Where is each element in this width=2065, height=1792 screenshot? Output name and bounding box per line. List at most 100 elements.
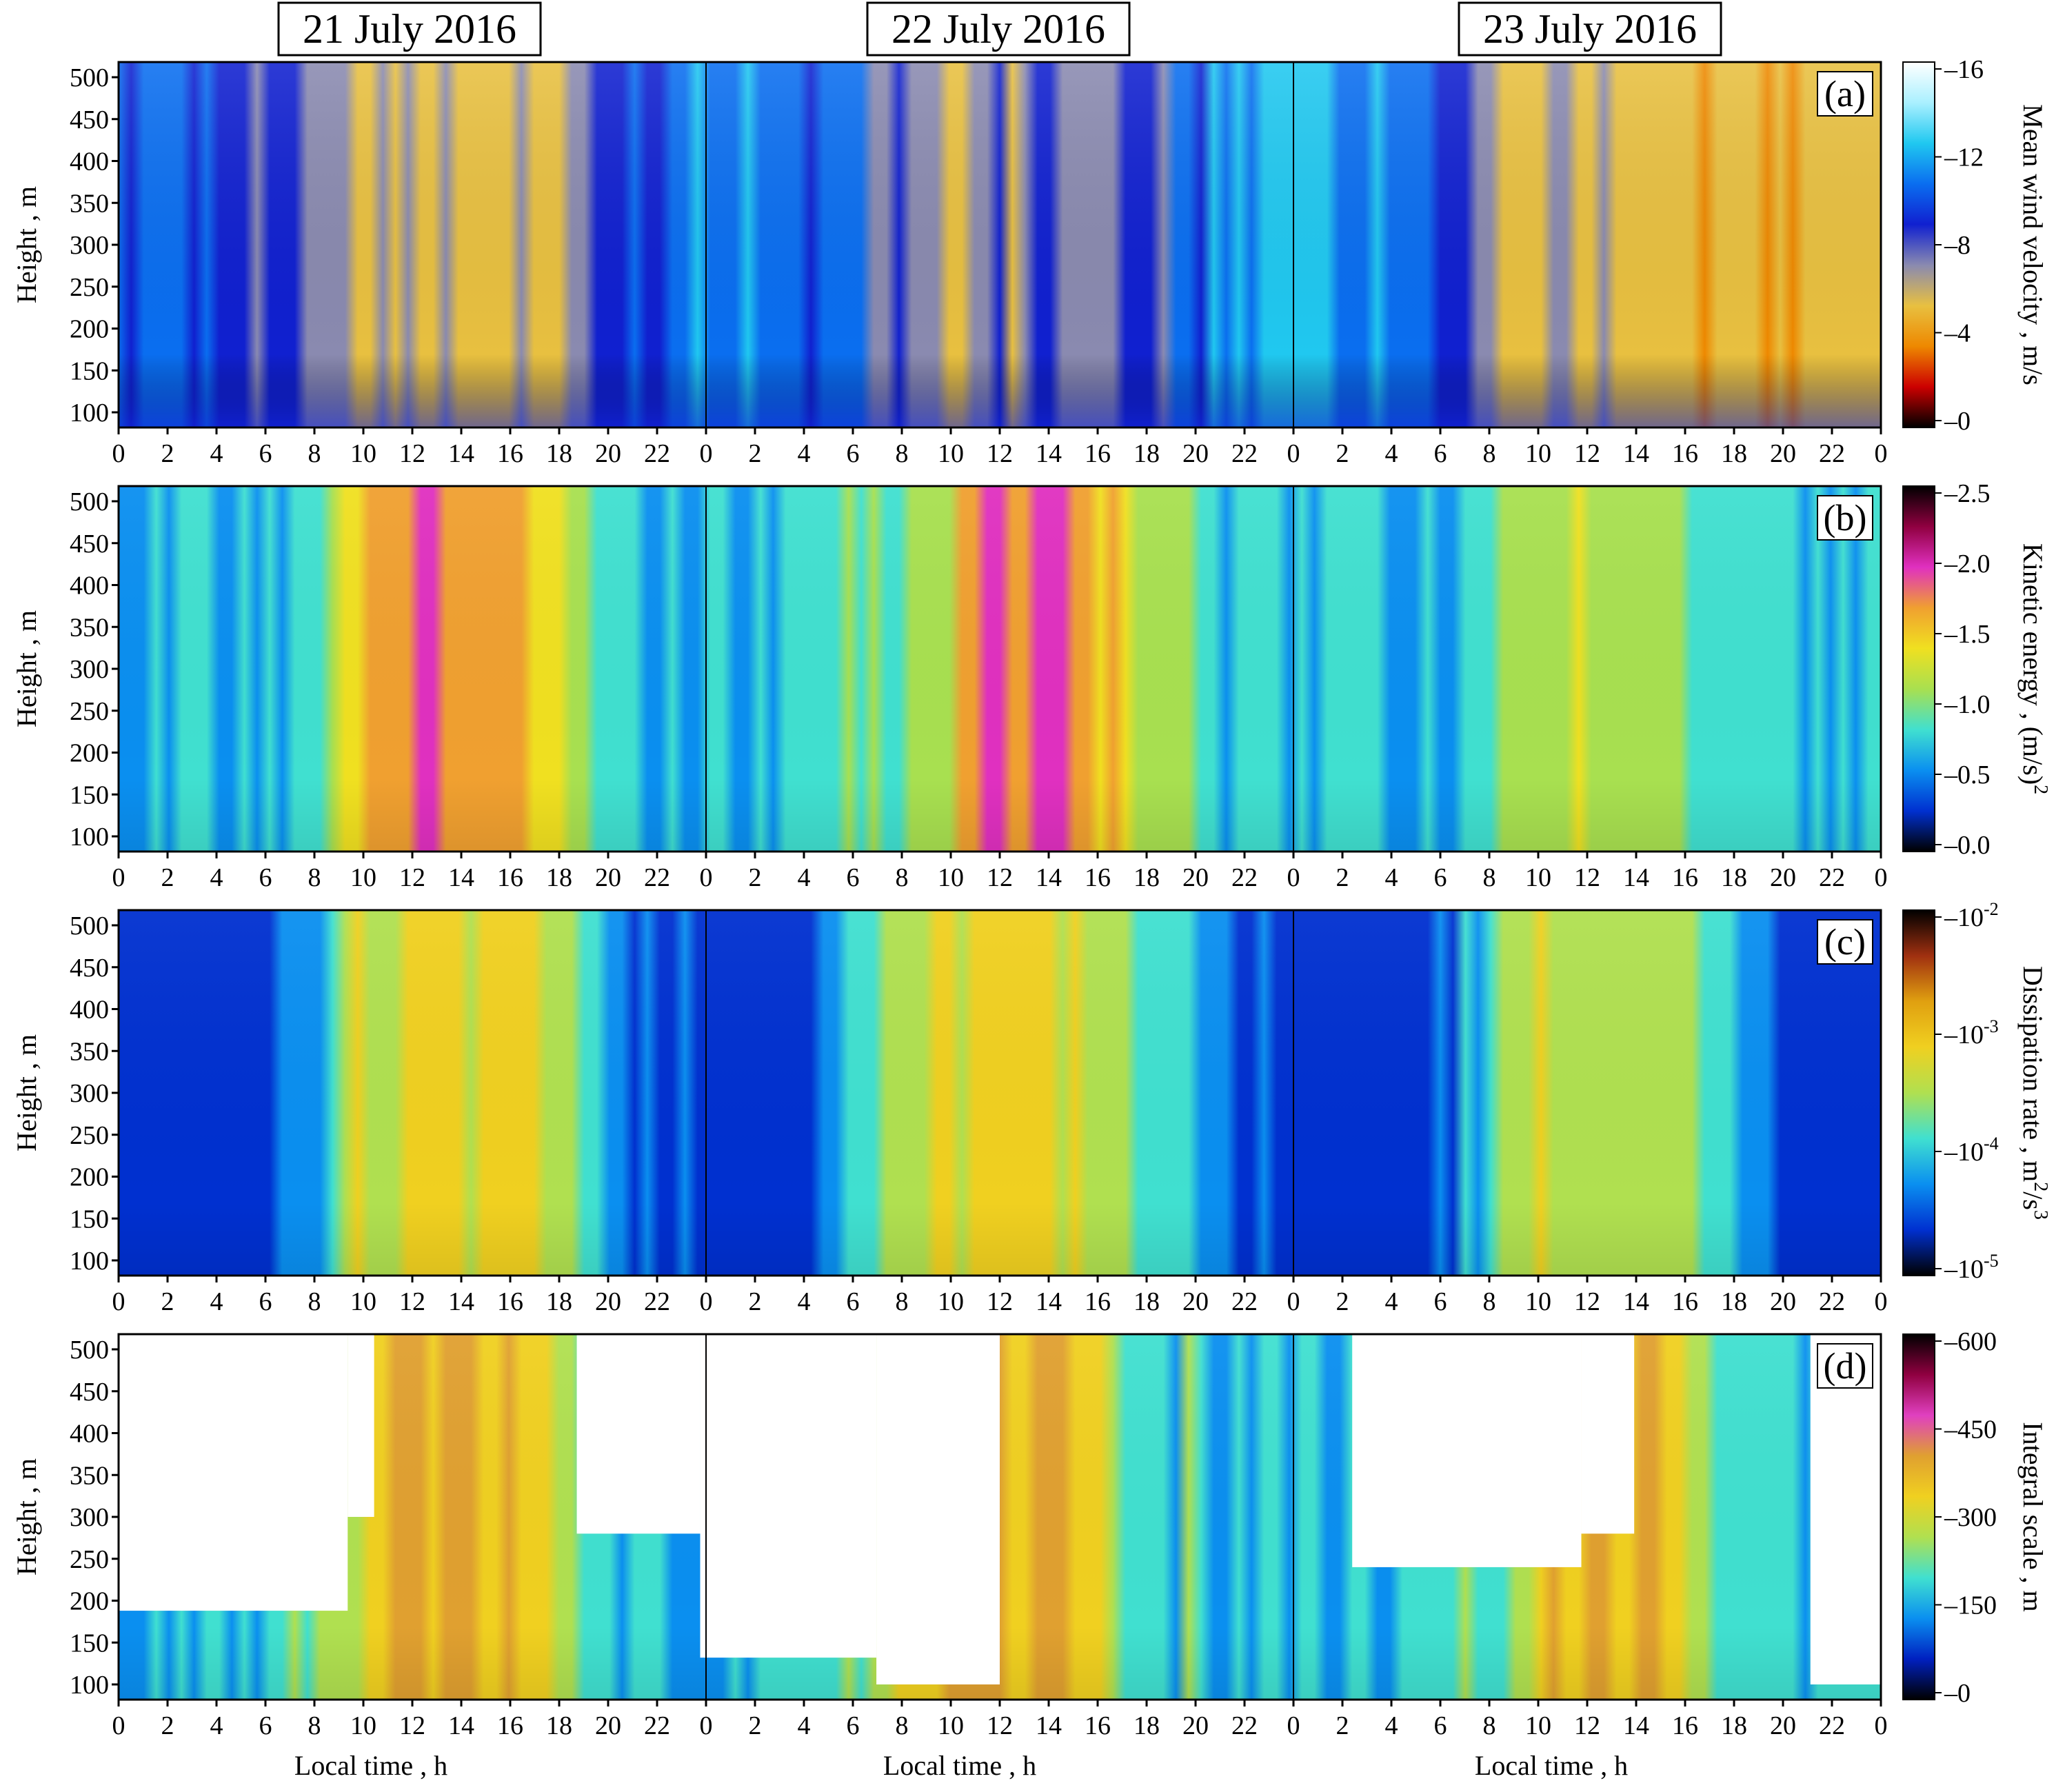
y-axis-title: Height , m	[11, 186, 42, 303]
x-tick-label: 12	[1574, 439, 1600, 468]
x-tick-label: 4	[798, 1711, 811, 1740]
y-tick-label: 400	[70, 148, 109, 177]
x-tick-label: 8	[1483, 863, 1496, 892]
x-tick-label: 16	[1672, 1711, 1698, 1740]
x-tick-label: 16	[1085, 439, 1111, 468]
x-tick-label: 0	[1287, 863, 1300, 892]
y-axis-title: Height , m	[11, 1034, 42, 1151]
x-tick-label: 16	[1085, 1287, 1111, 1316]
colorbar-label: Dissipation rate , m2/s3	[2017, 966, 2051, 1220]
x-tick-label: 10	[1525, 439, 1551, 468]
x-tick-label: 2	[161, 439, 174, 468]
no-data-region	[1581, 1334, 1635, 1534]
x-tick-label: 2	[749, 439, 762, 468]
x-tick-label: 2	[161, 863, 174, 892]
x-tick-label: 18	[546, 1711, 572, 1740]
x-tick-label: 0	[112, 1287, 125, 1316]
no-data-region	[347, 1334, 374, 1517]
panel-tag: (c)	[1824, 921, 1866, 963]
y-tick-label: 100	[70, 399, 109, 427]
x-tick-label: 12	[399, 1711, 425, 1740]
x-tick-label: 6	[847, 1711, 860, 1740]
x-tick-label: 16	[497, 1711, 523, 1740]
x-tick-label: 10	[938, 439, 964, 468]
x-tick-label: 14	[448, 863, 474, 892]
x-tick-label: 22	[1819, 1287, 1845, 1316]
x-tick-label: 14	[448, 439, 474, 468]
x-tick-label: 18	[1721, 1711, 1747, 1740]
x-tick-label: 16	[1085, 1711, 1111, 1740]
x-tick-label: 6	[259, 863, 272, 892]
x-tick-label: 6	[847, 863, 860, 892]
y-tick-label: 500	[70, 912, 109, 940]
x-tick-label: 20	[595, 863, 621, 892]
x-tick-label: 10	[1525, 1287, 1551, 1316]
x-tick-label: 16	[497, 863, 523, 892]
colorbar-tick-label: –12	[1944, 143, 1984, 172]
x-tick-label: 14	[1623, 863, 1649, 892]
x-tick-label: 6	[1434, 1287, 1447, 1316]
x-tick-label: 8	[1483, 1711, 1496, 1740]
y-tick-label: 150	[70, 781, 109, 809]
x-tick-label: 14	[1036, 1287, 1062, 1316]
x-tick-label: 6	[847, 439, 860, 468]
x-tick-label: 2	[749, 1711, 762, 1740]
y-tick-label: 100	[70, 1247, 109, 1276]
x-tick-label: 16	[497, 439, 523, 468]
date-label-1: 21 July 2016	[303, 6, 516, 52]
x-tick-label: 16	[1672, 439, 1698, 468]
x-tick-label: 10	[350, 1711, 376, 1740]
y-tick-label: 200	[70, 1163, 109, 1192]
colorbar-tick-label: –10-2	[1944, 899, 1999, 932]
y-tick-label: 450	[70, 530, 109, 558]
panel-tag-box	[1817, 495, 1873, 541]
y-tick-label: 500	[70, 1336, 109, 1365]
x-tick-label: 0	[1875, 863, 1888, 892]
x-tick-label: 14	[1623, 439, 1649, 468]
x-tick-label: 8	[896, 863, 909, 892]
x-tick-label: 2	[1336, 1287, 1349, 1316]
x-tick-label: 12	[399, 1287, 425, 1316]
y-tick-label: 250	[70, 697, 109, 726]
x-tick-label: 6	[259, 1287, 272, 1316]
x-tick-label: 16	[1085, 863, 1111, 892]
x-tick-label: 18	[1721, 439, 1747, 468]
x-tick-label: 10	[350, 439, 376, 468]
date-header-2: 22 July 2016	[866, 1, 1131, 57]
x-tick-label: 22	[1819, 439, 1845, 468]
x-tick-label: 18	[546, 1287, 572, 1316]
x-tick-label: 20	[1182, 439, 1209, 468]
x-tick-label: 12	[1574, 1711, 1600, 1740]
colorbar-d	[1902, 1333, 1935, 1700]
y-tick-label: 350	[70, 1461, 109, 1490]
colorbar-label: Kinetic energy , (m/s)2	[2017, 543, 2051, 794]
x-tick-label: 4	[210, 439, 223, 468]
x-tick-label: 8	[308, 1711, 321, 1740]
y-tick-label: 450	[70, 1378, 109, 1407]
x-tick-label: 20	[595, 439, 621, 468]
y-tick-label: 100	[70, 823, 109, 852]
x-tick-label: 20	[1770, 1711, 1796, 1740]
x-tick-label: 20	[1770, 439, 1796, 468]
x-tick-label: 20	[1182, 863, 1209, 892]
no-data-region	[876, 1334, 1000, 1684]
panel-tag: (d)	[1824, 1345, 1867, 1387]
y-tick-label: 450	[70, 105, 109, 134]
heatmap-shading-b	[119, 486, 1881, 852]
y-tick-label: 150	[70, 1205, 109, 1234]
x-axis-title-3: Local time , h	[1475, 1750, 1628, 1781]
x-tick-label: 18	[546, 863, 572, 892]
colorbar-tick-label: –8	[1944, 231, 1971, 260]
y-tick-label: 300	[70, 1079, 109, 1108]
panel-tag-box	[1817, 919, 1873, 965]
x-tick-label: 22	[1819, 863, 1845, 892]
x-tick-label: 22	[644, 1711, 670, 1740]
x-tick-label: 18	[1134, 1711, 1160, 1740]
x-tick-label: 6	[1434, 863, 1447, 892]
colorbar-tick-label: –0.0	[1944, 831, 1991, 860]
x-tick-label: 12	[987, 1711, 1013, 1740]
x-tick-label: 22	[644, 439, 670, 468]
x-tick-label: 22	[644, 863, 670, 892]
x-tick-label: 20	[1182, 1711, 1209, 1740]
y-tick-label: 450	[70, 954, 109, 983]
